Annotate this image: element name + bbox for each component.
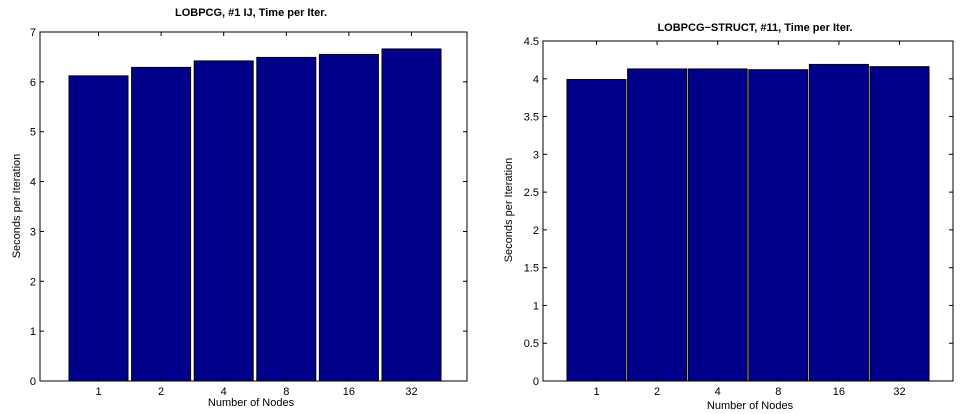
y-tick-label: 0 <box>533 376 539 388</box>
x-axis-label: Number of Nodes <box>208 397 295 409</box>
y-tick-label: 2.5 <box>524 187 539 199</box>
x-tick-label: 8 <box>775 386 781 398</box>
x-tick-label: 2 <box>158 386 164 398</box>
y-tick-label: 6 <box>30 77 36 89</box>
x-tick-label: 8 <box>283 386 289 398</box>
y-tick-label: 5 <box>30 127 36 139</box>
chart-title: LOBPCG−STRUCT, #11, Time per Iter. <box>657 22 852 34</box>
y-tick-label: 4.5 <box>524 36 539 48</box>
plot-area <box>542 40 954 382</box>
bar-8 <box>748 69 809 382</box>
chart-ij: LOBPCG, #1 IJ, Time per Iter. 0 1 2 3 4 5 6 7 1… <box>11 7 468 409</box>
x-ticks: 1 2 4 8 16 32 <box>95 32 418 398</box>
x-tick-label: 32 <box>893 386 905 398</box>
bar-16 <box>808 63 869 382</box>
y-tick-label: 2 <box>533 225 539 237</box>
x-tick-label: 16 <box>343 386 355 398</box>
chart-struct: LOBPCG−STRUCT, #11, Time per Iter. 0 0.5 1… <box>503 22 954 412</box>
x-tick-label: 1 <box>95 386 101 398</box>
chart-title: LOBPCG, #1 IJ, Time per Iter. <box>175 7 327 19</box>
y-tick-label: 7 <box>30 27 36 39</box>
x-axis-label: Number of Nodes <box>707 400 794 412</box>
y-ticks: 0 0.5 1 1.5 2 2.5 3 3.5 4 4.5 <box>524 36 953 388</box>
y-tick-label: 0 <box>30 376 36 388</box>
x-tick-label: 1 <box>593 386 599 398</box>
bar-4 <box>687 68 748 382</box>
bars <box>566 63 930 382</box>
y-tick-label: 1.5 <box>524 263 539 275</box>
bar-4 <box>193 60 254 382</box>
bar-1 <box>566 79 627 382</box>
y-tick-label: 2 <box>30 276 36 288</box>
bar-16 <box>318 53 379 382</box>
y-axis-label: Seconds per Iteration <box>11 154 23 259</box>
bar-32 <box>381 48 442 382</box>
y-tick-label: 1 <box>533 300 539 312</box>
bar-8 <box>256 56 317 382</box>
bar-32 <box>869 66 930 382</box>
x-tick-label: 4 <box>221 386 227 398</box>
bar-1 <box>68 75 129 382</box>
x-tick-label: 16 <box>833 386 845 398</box>
y-tick-label: 4 <box>533 74 539 86</box>
y-tick-label: 0.5 <box>524 338 539 350</box>
y-ticks: 0 1 2 3 4 5 6 7 <box>30 27 467 388</box>
y-tick-label: 4 <box>30 177 36 189</box>
x-tick-label: 2 <box>654 386 660 398</box>
x-tick-label: 32 <box>405 386 417 398</box>
y-axis-label: Seconds per Iteration <box>503 158 515 263</box>
y-tick-label: 3.5 <box>524 112 539 124</box>
bar-2 <box>627 68 688 382</box>
x-ticks: 1 2 4 8 16 32 <box>593 41 906 398</box>
x-tick-label: 4 <box>715 386 721 398</box>
y-tick-label: 3 <box>533 149 539 161</box>
bars <box>68 48 442 382</box>
y-tick-label: 1 <box>30 326 36 338</box>
bar-2 <box>131 66 192 382</box>
y-tick-label: 3 <box>30 226 36 238</box>
